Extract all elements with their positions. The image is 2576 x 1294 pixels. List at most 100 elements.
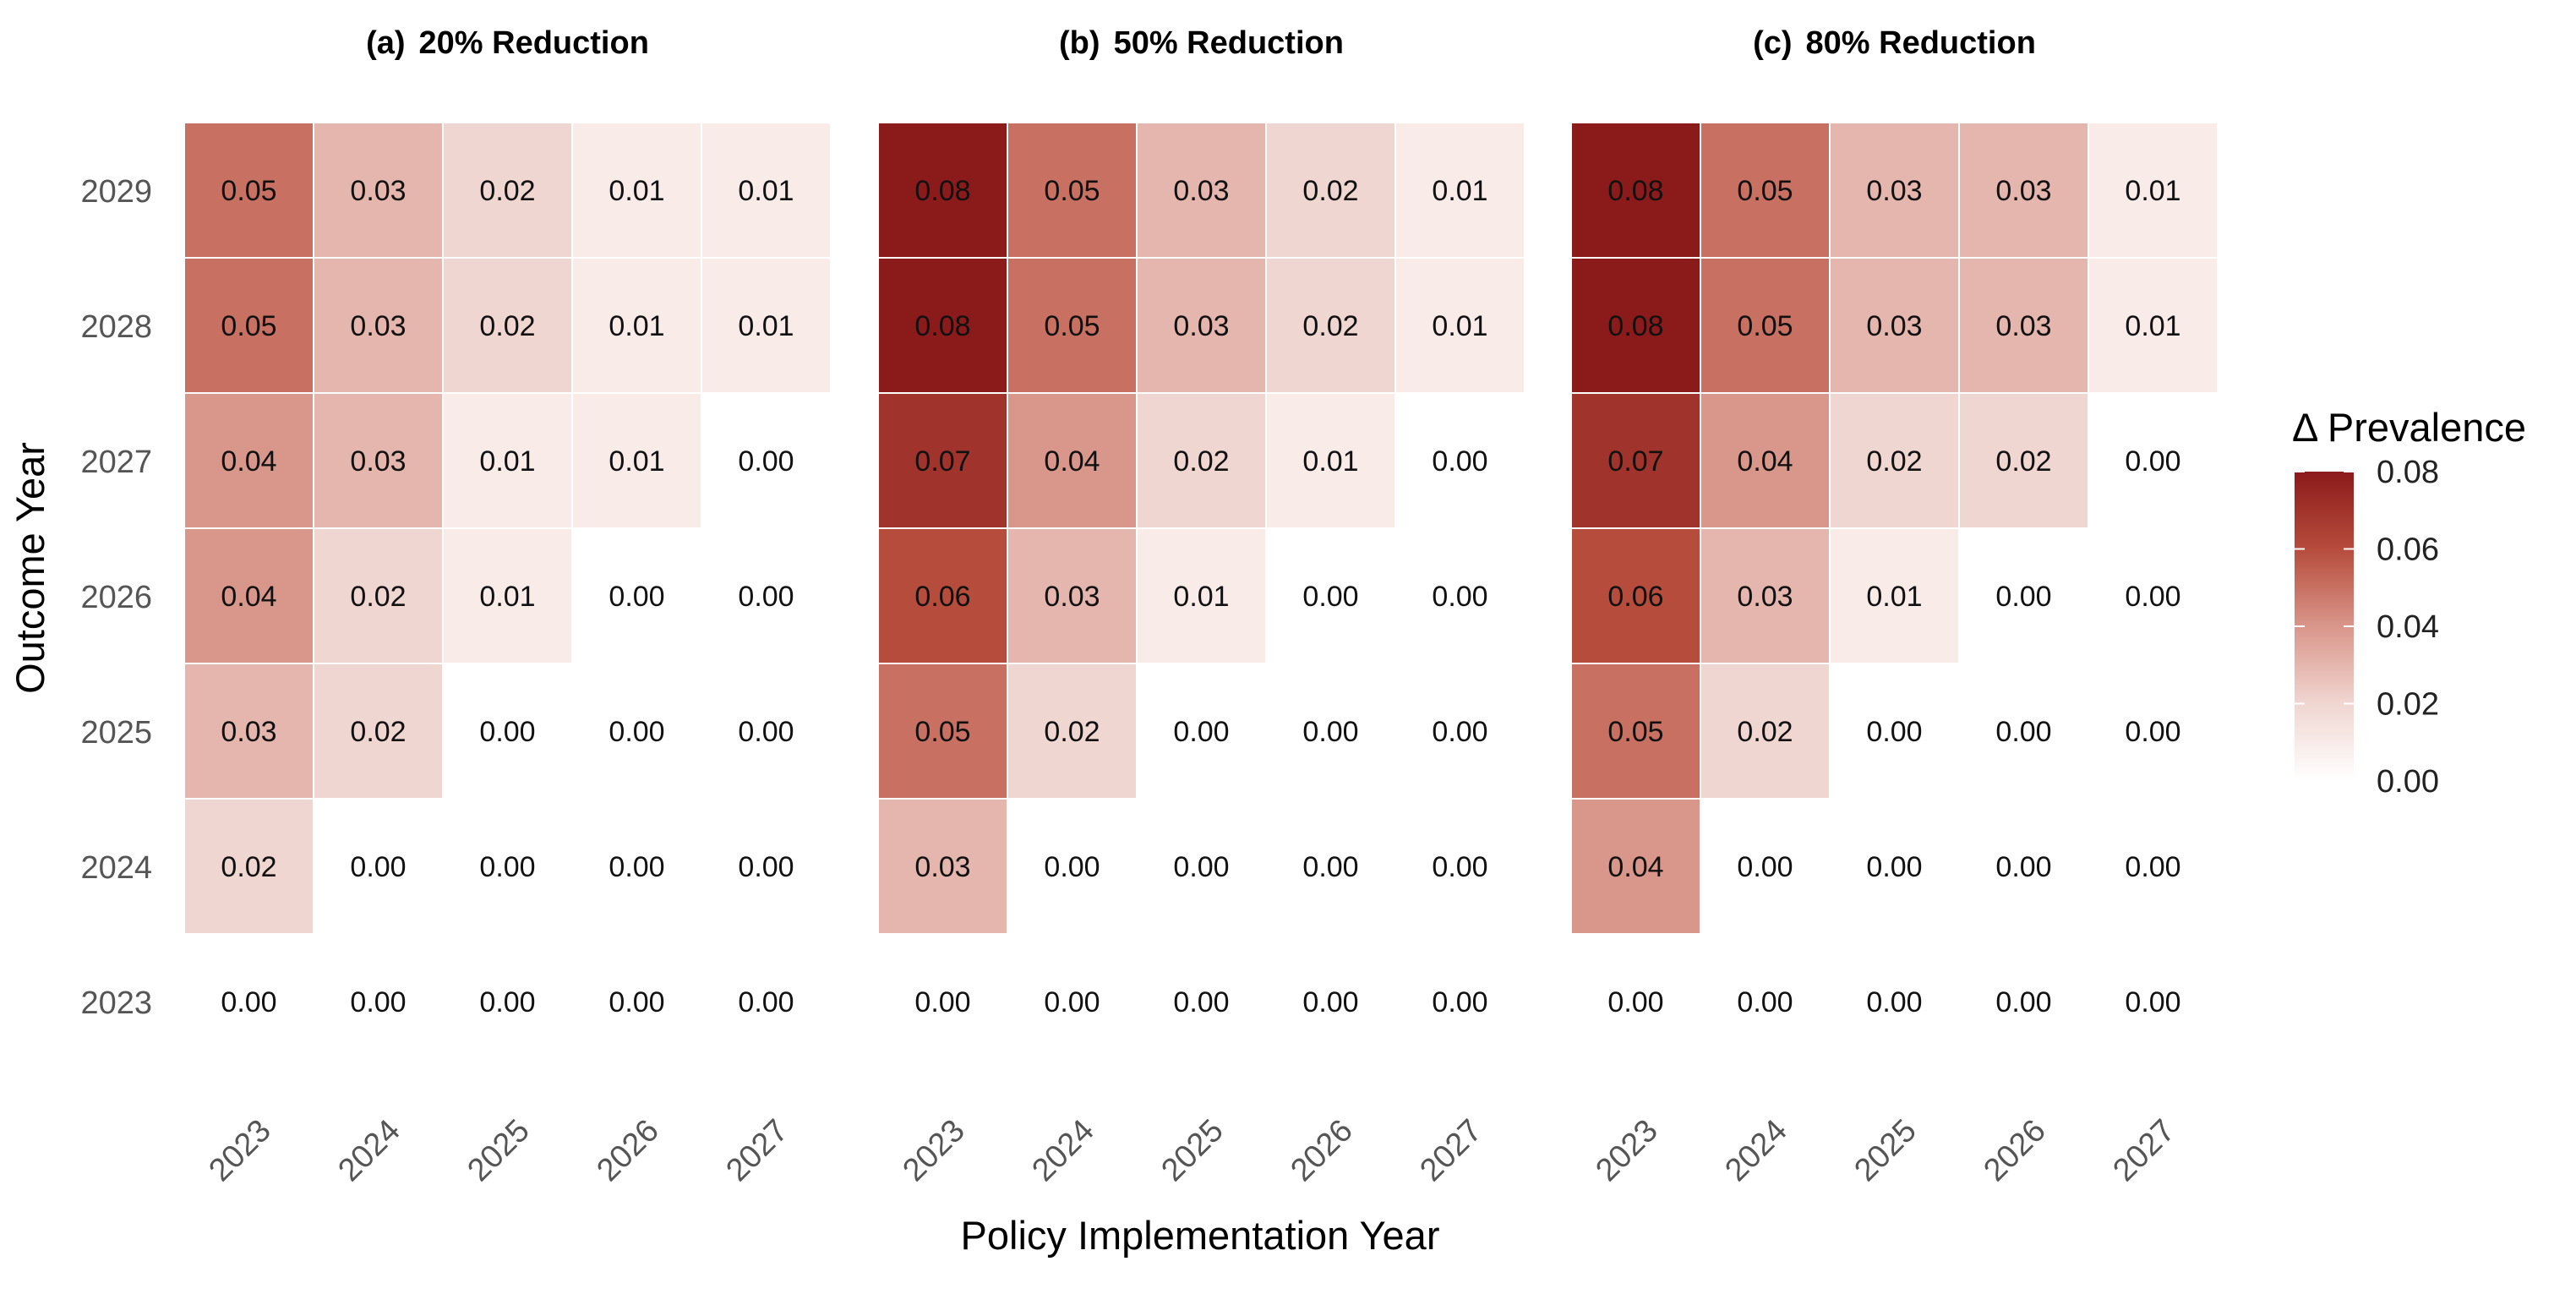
cell-value-label: 0.02 [350, 581, 406, 613]
cell-value-label: 0.00 [1995, 716, 2051, 748]
cell-value-label: 0.06 [1607, 581, 1663, 613]
heatmap-cell [2088, 122, 2219, 259]
cell-value-label: 0.05 [1737, 175, 1793, 207]
y-axis-ticks: 2029 2028 2027 2026 2025 2024 2023 [80, 174, 152, 1021]
cell-value-label: 0.01 [738, 310, 794, 342]
x-tick-label: 2023 [896, 1113, 971, 1188]
cell-value-label: 0.00 [738, 581, 794, 613]
cell-value-label: 0.03 [1044, 581, 1100, 613]
heatmap-cell [1700, 257, 1831, 394]
cell-value-label: 0.02 [350, 716, 406, 748]
cell-value-label: 0.08 [914, 175, 970, 207]
heatmap-cell [183, 257, 314, 394]
heatmap-cell [313, 527, 444, 664]
cell-value-label: 0.00 [914, 986, 970, 1018]
cell-value-label: 0.00 [609, 986, 664, 1018]
legend-title: Δ Prevalence [2292, 405, 2526, 450]
panel-tag: (b) [1059, 25, 1100, 61]
x-tick-label: 2025 [1847, 1113, 1923, 1188]
cell-value-label: 0.05 [914, 716, 970, 748]
cell-value-label: 0.01 [2125, 175, 2180, 207]
cell-value-label: 0.02 [1302, 310, 1358, 342]
cell-value-label: 0.01 [1866, 581, 1922, 613]
cell-value-label: 0.00 [1432, 716, 1487, 748]
cell-value-label: 0.06 [914, 581, 970, 613]
cell-value-label: 0.00 [350, 986, 406, 1018]
heatmap-cell [701, 122, 832, 259]
heatmap-cell [442, 527, 573, 664]
y-tick-label: 2029 [80, 174, 152, 210]
cell-value-label: 0.05 [1044, 175, 1100, 207]
cell-value-label: 0.00 [738, 851, 794, 883]
heatmap-cell [701, 257, 832, 394]
x-tick-label: 2023 [1589, 1113, 1664, 1188]
cell-value-label: 0.00 [1173, 716, 1229, 748]
cell-value-label: 0.01 [1432, 175, 1487, 207]
cell-value-label: 0.03 [1995, 175, 2051, 207]
cell-value-label: 0.00 [1302, 986, 1358, 1018]
cell-value-label: 0.00 [1432, 851, 1487, 883]
heatmap-cell [1007, 122, 1138, 259]
cell-value-label: 0.03 [1737, 581, 1793, 613]
cell-value-label: 0.00 [1995, 851, 2051, 883]
cell-value-label: 0.01 [609, 310, 664, 342]
cell-value-label: 0.03 [350, 445, 406, 478]
cell-value-label: 0.02 [479, 310, 535, 342]
cell-value-label: 0.03 [221, 716, 276, 748]
cell-value-label: 0.00 [2125, 445, 2180, 478]
heatmap-cell [1007, 257, 1138, 394]
y-axis-label: Outcome Year [8, 442, 52, 694]
heatmap-cell [1265, 392, 1396, 529]
cell-value-label: 0.02 [1302, 175, 1358, 207]
heatmap-panel: (a) 20% Reduction 0.05 0.03 0.02 0.01 0.01 0.05… [183, 25, 832, 1188]
cell-value-label: 0.03 [1866, 310, 1922, 342]
cell-value-label: 0.00 [1432, 445, 1487, 478]
cell-value-label: 0.02 [1995, 445, 2051, 478]
heatmap-cell [1570, 527, 1701, 664]
x-tick-label: 2027 [2106, 1113, 2181, 1188]
x-tick-label: 2026 [590, 1113, 665, 1188]
cell-value-label: 0.02 [1737, 716, 1793, 748]
cell-value-label: 0.00 [738, 445, 794, 478]
cell-value-label: 0.04 [221, 581, 276, 613]
cell-value-label: 0.01 [738, 175, 794, 207]
cell-value-label: 0.00 [1173, 986, 1229, 1018]
heatmap-cell [877, 527, 1008, 664]
legend-ticks: 0.08 0.06 0.04 0.02 0.00 [2295, 455, 2439, 800]
cell-value-label: 0.03 [914, 851, 970, 883]
cell-value-label: 0.00 [221, 986, 276, 1018]
cell-value-label: 0.00 [1866, 716, 1922, 748]
heatmap-cell [1700, 663, 1831, 800]
heatmap-cell [1007, 527, 1138, 664]
cell-value-label: 0.01 [609, 445, 664, 478]
cell-value-label: 0.01 [2125, 310, 2180, 342]
cell-value-label: 0.00 [1044, 986, 1100, 1018]
y-tick-label: 2025 [80, 715, 152, 751]
cell-value-label: 0.00 [609, 851, 664, 883]
cell-value-label: 0.03 [1173, 175, 1229, 207]
cell-value-label: 0.00 [609, 716, 664, 748]
heatmap-cell [183, 122, 314, 259]
legend-tick-label: 0.02 [2377, 687, 2439, 723]
heatmap-cell [1700, 122, 1831, 259]
cell-value-label: 0.08 [1607, 175, 1663, 207]
y-tick-label: 2024 [80, 850, 152, 886]
panel-title-text: 20% Reduction [419, 25, 649, 61]
heatmap-cell [1136, 122, 1267, 259]
legend-tick-label: 0.06 [2377, 532, 2439, 568]
cell-value-label: 0.00 [1302, 581, 1358, 613]
cell-value-label: 0.00 [1302, 851, 1358, 883]
panel-title: (a) 20% Reduction [366, 25, 649, 61]
heatmap-panel: (c) 80% Reduction 0.08 0.05 0.03 0.03 0.01 0.08… [1570, 25, 2219, 1188]
y-tick-label: 2023 [80, 986, 152, 1021]
heatmap-cell [313, 122, 444, 259]
heatmap-cell [1265, 257, 1396, 394]
cell-value-label: 0.04 [1737, 445, 1793, 478]
y-tick-label: 2028 [80, 309, 152, 345]
cell-value-label: 0.07 [1607, 445, 1663, 478]
x-tick-label: 2025 [461, 1113, 536, 1188]
cell-value-label: 0.00 [1866, 986, 1922, 1018]
cell-value-label: 0.00 [2125, 986, 2180, 1018]
heatmap-cell [1570, 257, 1701, 394]
heatmap-cell [1829, 527, 1960, 664]
